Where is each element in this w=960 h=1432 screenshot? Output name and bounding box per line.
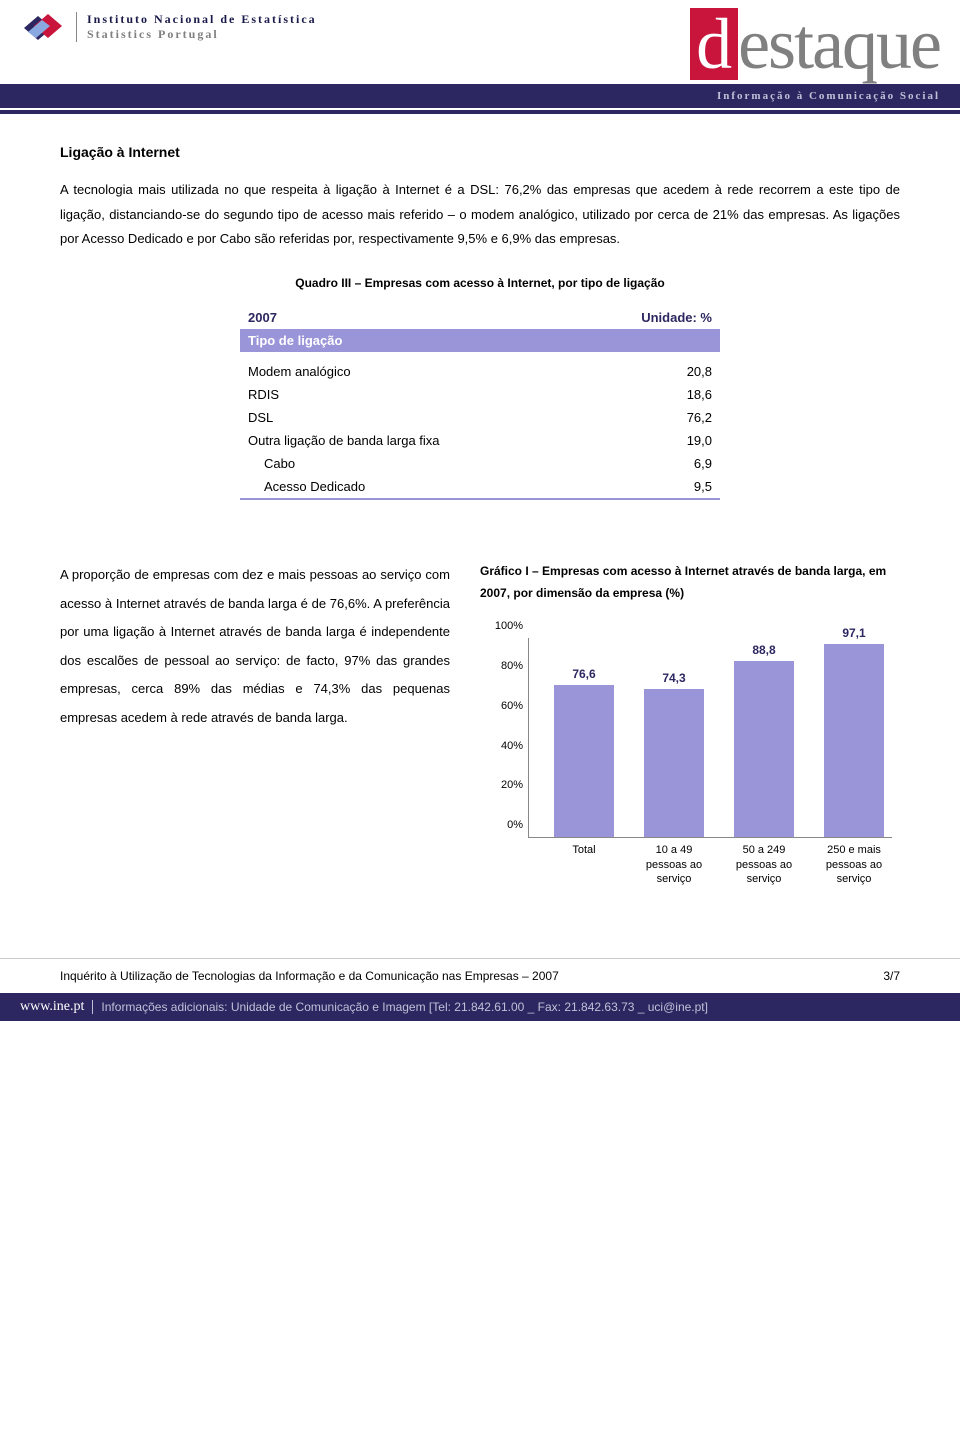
footer-text: Inquérito à Utilização de Tecnologias da… — [60, 969, 559, 983]
footer-url: www.ine.pt — [20, 999, 84, 1015]
destaque-d: d — [690, 8, 738, 80]
y-tick: 20% — [487, 779, 523, 791]
ine-name-pt: Instituto Nacional de Estatística — [87, 12, 317, 27]
tagline-bar: Informação à Comunicação Social — [0, 84, 960, 108]
ine-logo-icon — [20, 8, 68, 46]
table-header: Tipo de ligação — [240, 329, 720, 352]
paragraph-2: A proporção de empresas com dez e mais p… — [60, 561, 450, 888]
table-title: Quadro III – Empresas com acesso à Inter… — [60, 276, 900, 290]
row-value: 76,2 — [578, 406, 720, 429]
chart-bar: 88,8 — [734, 661, 794, 838]
row-label: DSL — [240, 406, 578, 429]
chart-column: Gráfico I – Empresas com acesso à Intern… — [480, 561, 900, 888]
footer-line: Inquérito à Utilização de Tecnologias da… — [0, 958, 960, 993]
header: Instituto Nacional de Estatística Statis… — [0, 0, 960, 80]
chart-bar: 74,3 — [644, 689, 704, 837]
bar-value-label: 97,1 — [824, 626, 884, 640]
y-tick: 100% — [487, 620, 523, 632]
two-column: A proporção de empresas com dez e mais p… — [60, 561, 900, 888]
bar-value-label: 88,8 — [734, 643, 794, 657]
x-label: 250 e mais pessoas ao serviço — [814, 837, 894, 886]
y-tick: 80% — [487, 660, 523, 672]
logo-ine: Instituto Nacional de Estatística Statis… — [20, 8, 317, 46]
bar-chart: 0%20%40%60%80%100%76,6Total74,310 a 49 p… — [480, 628, 900, 888]
y-tick: 40% — [487, 740, 523, 752]
row-label: RDIS — [240, 383, 578, 406]
chart-bar: 97,1 — [824, 644, 884, 837]
x-label: Total — [544, 837, 624, 857]
row-label: Acesso Dedicado — [240, 475, 578, 499]
x-label: 10 a 49 pessoas ao serviço — [634, 837, 714, 886]
row-value: 9,5 — [578, 475, 720, 499]
row-label: Cabo — [240, 452, 578, 475]
table-row: DSL76,2 — [240, 406, 720, 429]
section-title: Ligação à Internet — [60, 144, 900, 160]
bar-value-label: 76,6 — [554, 667, 614, 681]
bar-value-label: 74,3 — [644, 671, 704, 685]
row-value: 19,0 — [578, 429, 720, 452]
chart-title: Gráfico I – Empresas com acesso à Intern… — [480, 561, 900, 604]
x-label: 50 a 249 pessoas ao serviço — [724, 837, 804, 886]
chart-bar: 76,6 — [554, 685, 614, 837]
table-iii: 2007 Unidade: % Tipo de ligação Modem an… — [240, 306, 720, 501]
ine-name-en: Statistics Portugal — [87, 27, 317, 42]
footer-bar: www.ine.pt Informações adicionais: Unida… — [0, 993, 960, 1021]
page-number: 3/7 — [883, 969, 900, 983]
y-tick: 60% — [487, 700, 523, 712]
tagline-text: Informação à Comunicação Social — [717, 90, 940, 102]
table-row: Acesso Dedicado9,5 — [240, 475, 720, 499]
table-year: 2007 — [240, 306, 578, 329]
table-row: RDIS18,6 — [240, 383, 720, 406]
logo-destaque: d estaque — [690, 8, 940, 80]
row-label: Outra ligação de banda larga fixa — [240, 429, 578, 452]
y-tick: 0% — [487, 819, 523, 831]
row-label: Modem analógico — [240, 360, 578, 383]
table-row: Cabo6,9 — [240, 452, 720, 475]
row-value: 18,6 — [578, 383, 720, 406]
table-unit: Unidade: % — [578, 306, 720, 329]
destaque-rest: estaque — [738, 8, 940, 80]
row-value: 20,8 — [578, 360, 720, 383]
table-row: Outra ligação de banda larga fixa19,0 — [240, 429, 720, 452]
paragraph-1: A tecnologia mais utilizada no que respe… — [60, 178, 900, 252]
content: Ligação à Internet A tecnologia mais uti… — [0, 114, 960, 918]
row-value: 6,9 — [578, 452, 720, 475]
table-row: Modem analógico20,8 — [240, 360, 720, 383]
footer-info: Informações adicionais: Unidade de Comun… — [92, 1000, 708, 1014]
